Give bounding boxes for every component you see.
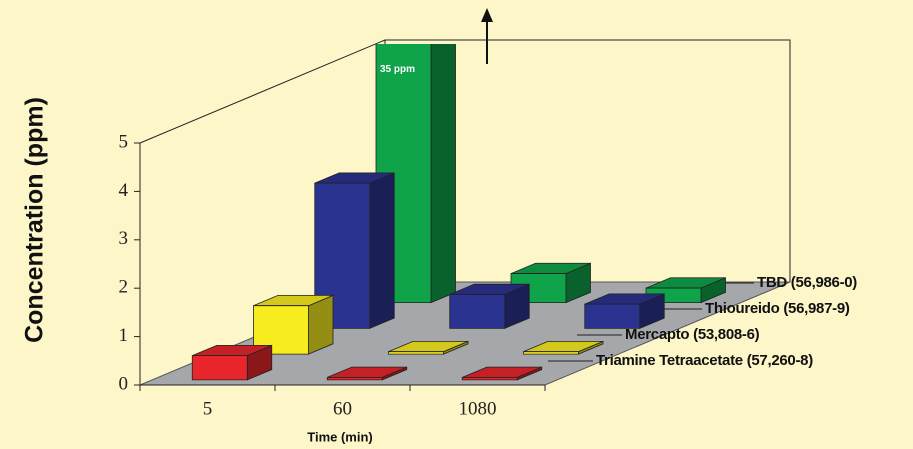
value-label: 35 ppm (380, 64, 415, 75)
bar-front (191, 355, 248, 381)
bar (584, 293, 665, 329)
y-tick-label: 1 (119, 325, 129, 346)
bar (461, 366, 543, 381)
legend-label: TBD (56,986-0) (757, 274, 857, 291)
bar-front (314, 182, 371, 329)
bar (388, 340, 469, 355)
bar-front (326, 377, 383, 381)
bar-side (430, 44, 456, 304)
bar-front (584, 303, 641, 329)
legend-label: Triamine Tetraacetate (57,260-8) (596, 352, 813, 369)
bar (253, 294, 334, 355)
x-axis-label: Time (min) (307, 429, 373, 444)
left-wall-edge (139, 39, 386, 144)
x-tick-label: 1080 (459, 398, 497, 419)
bar-front (523, 351, 579, 355)
legend-label: Thioureido (56,987-9) (705, 300, 850, 317)
break-arrow-head (481, 8, 493, 22)
y-tick-label: 0 (119, 373, 129, 394)
bar (191, 344, 273, 381)
bar (314, 172, 395, 329)
y-tick-label: 3 (119, 228, 129, 249)
bar (523, 340, 604, 355)
y-axis-label: Concentration (ppm) (21, 97, 49, 343)
bar-front (461, 377, 518, 381)
bar (449, 283, 530, 329)
x-tick-label: 60 (333, 398, 352, 419)
bar (326, 366, 408, 381)
y-tick-label: 4 (119, 180, 129, 201)
legend-label: Mercapto (53,808-6) (625, 326, 760, 343)
y-tick-label: 2 (119, 277, 129, 298)
y-tick-label: 5 (119, 131, 129, 152)
bar-front (449, 294, 506, 329)
x-tick-label: 5 (203, 398, 213, 419)
bar-front (388, 351, 444, 355)
bar-side (369, 172, 395, 329)
bar-front (253, 305, 309, 355)
